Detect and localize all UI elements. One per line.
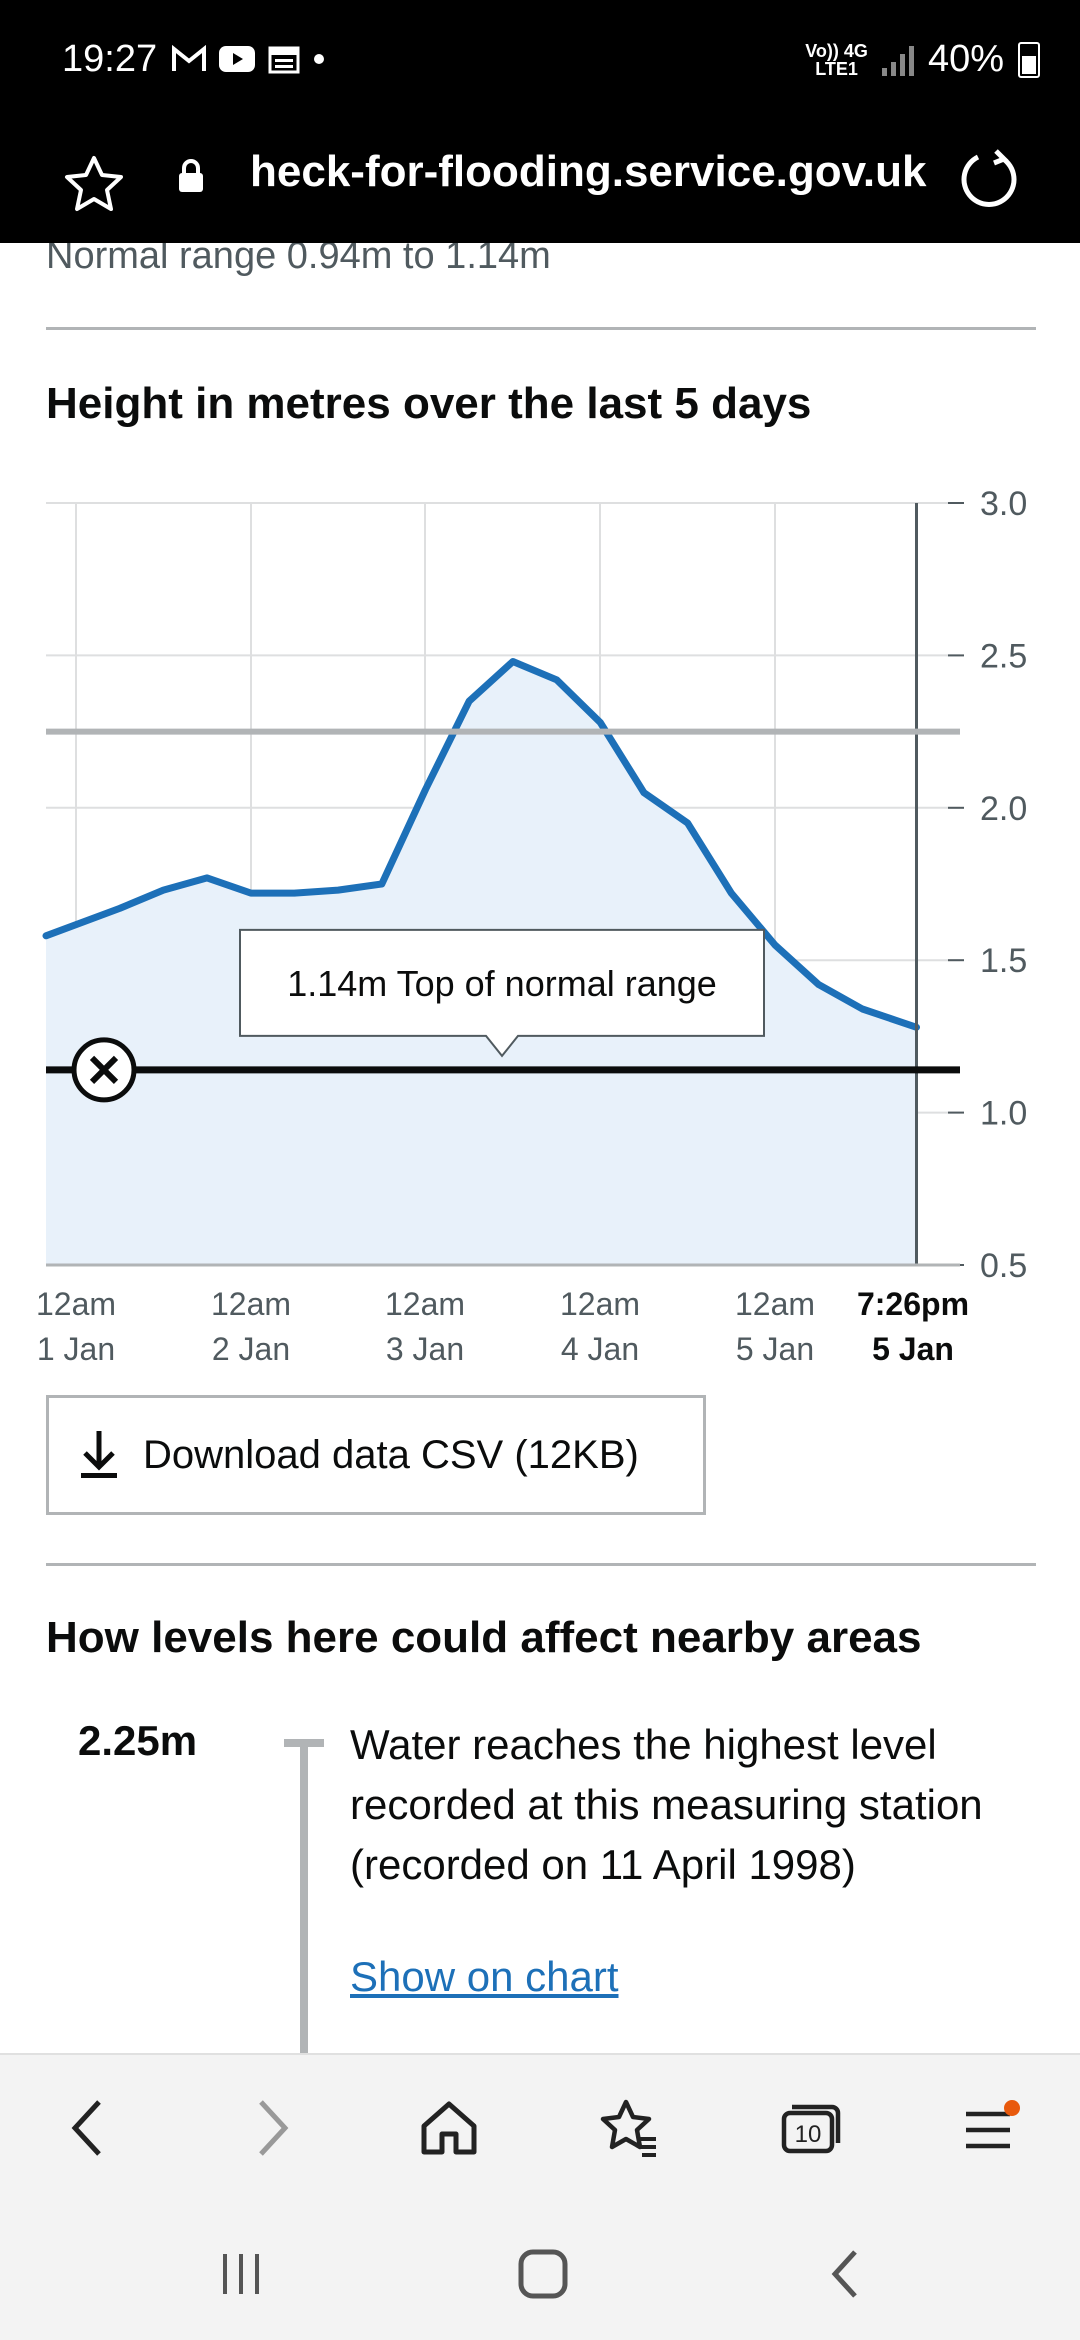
tabs-button[interactable]: 10 <box>776 2093 846 2163</box>
series-line <box>42 658 920 1031</box>
y-tick-label: 1.0 <box>980 1095 1027 1133</box>
section-title: How levels here could affect nearby area… <box>46 1613 922 1662</box>
normal-range-text: Normal range 0.94m to 1.14m <box>46 243 551 277</box>
back-nav-icon <box>831 2250 857 2298</box>
status-time: 19:27 <box>62 38 158 80</box>
x-tick-time: 12am <box>385 1286 465 1322</box>
network-indicator: Vo)) 4G LTE1 <box>805 40 868 79</box>
forward-button[interactable] <box>238 2093 308 2163</box>
y-tick-label: 0.5 <box>980 1247 1027 1285</box>
back-nav-button[interactable] <box>810 2244 880 2304</box>
signal-icon <box>881 44 914 76</box>
tooltip-label: 1.14m Top of normal range <box>287 963 717 1004</box>
level-value: 2.25m <box>78 1717 198 1764</box>
y-tick-label: 2.5 <box>980 637 1027 675</box>
x-tick-time: 7:26pm <box>857 1286 969 1322</box>
youtube-icon <box>219 46 255 72</box>
address-bar: heck-for-flooding.service.gov.uk <box>0 125 1080 243</box>
page-content: Normal range 0.94m to 1.14m Height in me… <box>0 243 1080 2053</box>
bookmarks-icon <box>600 2099 656 2157</box>
download-icon <box>81 1431 117 1478</box>
x-tick-date: 5 Jan <box>736 1331 814 1367</box>
level-chart[interactable]: 3.0 2.5 2.0 1.5 1.0 0.5 12am 1 Jan 12am 2 Jan 12am… <box>0 463 1080 1393</box>
reload-icon[interactable] <box>956 147 1020 211</box>
back-button[interactable] <box>52 2093 122 2163</box>
tooltip-box <box>239 928 765 1058</box>
y-tick-label: 1.5 <box>980 942 1027 980</box>
home-icon <box>421 2101 477 2155</box>
x-tick-time: 12am <box>36 1286 116 1322</box>
download-label: Download data CSV (12KB) <box>143 1432 639 1477</box>
bookmarks-button[interactable] <box>594 2093 664 2163</box>
level-timeline <box>284 1739 324 2053</box>
menu-icon <box>966 2100 1020 2149</box>
y-tick-label: 3.0 <box>980 485 1027 523</box>
battery-icon <box>1018 41 1040 78</box>
browser-toolbar: 10 <box>0 2053 1080 2202</box>
show-on-chart-link[interactable]: Show on chart <box>350 1953 619 2000</box>
x-tick-date: 4 Jan <box>561 1331 639 1367</box>
close-x-icon <box>89 1055 119 1085</box>
calendar-icon <box>268 46 300 74</box>
download-csv-button[interactable]: Download data CSV (12KB) <box>46 1395 706 1515</box>
system-nav-bar <box>0 2200 1080 2340</box>
x-tick-time: 12am <box>211 1286 291 1322</box>
level-description: Water reaches the highest level recorded… <box>350 1721 983 1888</box>
status-right: Vo)) 4G LTE1 40% <box>805 38 1040 81</box>
y-tick-label: 2.0 <box>980 790 1027 828</box>
divider <box>46 1563 1036 1566</box>
recent-apps-icon <box>223 2254 259 2294</box>
url-text[interactable]: heck-for-flooding.service.gov.uk <box>250 147 927 196</box>
menu-button[interactable] <box>956 2093 1026 2163</box>
svg-text:10: 10 <box>795 2121 822 2148</box>
back-arrow-icon <box>71 2100 101 2156</box>
recent-apps-button[interactable] <box>206 2244 276 2304</box>
chart-title: Height in metres over the last 5 days <box>46 379 812 428</box>
lock-icon[interactable] <box>178 159 204 193</box>
gmail-icon <box>172 45 206 71</box>
x-tick-time: 12am <box>560 1286 640 1322</box>
x-tick-date: 2 Jan <box>212 1331 290 1367</box>
tabs-icon: 10 <box>781 2104 841 2154</box>
home-nav-icon <box>518 2249 568 2299</box>
forward-arrow-icon <box>259 2100 289 2156</box>
x-tick-date: 5 Jan <box>872 1331 954 1367</box>
bookmark-star-icon[interactable] <box>64 155 124 213</box>
home-nav-button[interactable] <box>508 2244 578 2304</box>
dot-icon <box>314 54 324 64</box>
status-bar: 19:27 Vo)) 4G LTE1 40% <box>0 0 1080 125</box>
x-tick-date: 1 Jan <box>37 1331 115 1367</box>
home-button[interactable] <box>414 2093 484 2163</box>
notification-icons <box>172 44 326 74</box>
x-tick-time: 12am <box>735 1286 815 1322</box>
divider <box>46 327 1036 330</box>
x-tick-date: 3 Jan <box>386 1331 464 1367</box>
battery-percent: 40% <box>927 38 1004 80</box>
